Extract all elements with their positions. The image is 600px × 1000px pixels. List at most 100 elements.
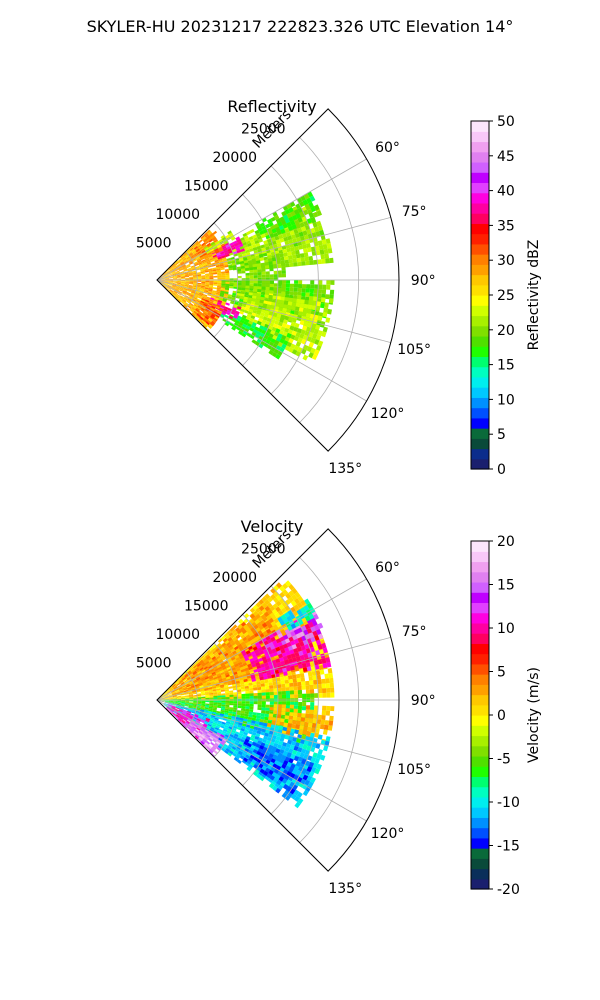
echo-cell (214, 297, 219, 301)
echo-cell (265, 280, 270, 284)
echo-cell (206, 716, 211, 720)
echo-cell (189, 674, 194, 678)
echo-cell (239, 679, 244, 683)
echo-cell (172, 285, 177, 287)
echo-cell (196, 669, 201, 673)
echo-cell (245, 304, 251, 309)
echo-cell (240, 728, 245, 732)
echo-cell (203, 712, 208, 716)
echo-cell (286, 615, 293, 622)
echo-cell (257, 272, 262, 276)
echo-cell (211, 320, 216, 325)
echo-cell (190, 254, 195, 259)
echo-cell (171, 272, 176, 275)
echo-cell (320, 254, 326, 260)
echo-cell (261, 271, 266, 275)
echo-cell (195, 266, 200, 269)
echo-cell (194, 315, 199, 320)
echo-cell (272, 323, 278, 329)
echo-cell (201, 662, 206, 666)
echo-cell (249, 668, 254, 673)
echo-cell (308, 212, 315, 219)
echo-cell (193, 696, 198, 698)
echo-cell (196, 662, 200, 666)
echo-cell (241, 268, 246, 272)
echo-cell (288, 596, 294, 603)
echo-cell (300, 658, 306, 664)
echo-cell (280, 718, 285, 723)
echo-cell (193, 282, 198, 284)
echo-cell (214, 728, 219, 733)
echo-cell (208, 290, 213, 294)
echo-cell (300, 257, 306, 262)
echo-cell (160, 281, 165, 284)
echo-cell (181, 698, 186, 700)
echo-cell (225, 274, 230, 278)
echo-cell (248, 666, 253, 671)
echo-cell (216, 649, 222, 654)
echo-cell (261, 274, 266, 278)
echo-cell (260, 680, 265, 684)
echo-cell (254, 649, 260, 654)
echo-cell (284, 629, 291, 635)
echo-cell (298, 743, 304, 749)
echo-cell (216, 287, 221, 290)
echo-cell (277, 280, 282, 285)
echo-cell (265, 234, 271, 240)
echo-cell (310, 666, 316, 672)
echo-cell (229, 692, 234, 695)
echo-cell (256, 263, 261, 267)
echo-cell (201, 284, 206, 287)
echo-cell (226, 676, 231, 680)
echo-cell (209, 299, 214, 303)
echo-cell (276, 325, 282, 330)
echo-cell (168, 282, 173, 284)
echo-cell (166, 690, 171, 693)
echo-cell (202, 296, 207, 300)
echo-cell (172, 692, 176, 695)
echo-cell (205, 283, 210, 286)
echo-cell (230, 731, 235, 736)
echo-cell (205, 273, 210, 276)
echo-cell (296, 236, 301, 242)
echo-cell (243, 665, 249, 669)
echo-cell (253, 237, 259, 242)
echo-cell (266, 628, 272, 634)
echo-cell (228, 250, 233, 254)
echo-cell (199, 686, 204, 689)
echo-cell (229, 662, 235, 667)
echo-cell (197, 275, 202, 278)
echo-cell (261, 686, 266, 690)
echo-cell (228, 632, 234, 637)
echo-cell (295, 302, 301, 308)
echo-cell (172, 702, 177, 704)
echo-cell (207, 252, 212, 256)
echo-cell (196, 706, 201, 708)
echo-cell (256, 245, 262, 250)
echo-cell (245, 696, 250, 699)
echo-cell (232, 290, 237, 294)
echo-cell (180, 705, 185, 707)
echo-cell (251, 339, 257, 344)
echo-cell (172, 695, 177, 697)
echo-cell (281, 639, 287, 646)
echo-cell (292, 749, 298, 755)
radial-tick-label: 20000 (213, 150, 258, 166)
echo-cell (214, 715, 220, 719)
echo-cell (165, 700, 169, 702)
echo-cell (309, 709, 314, 715)
echo-cell (312, 300, 317, 306)
echo-cell (204, 287, 209, 290)
echo-cell (275, 621, 282, 627)
echo-cell (231, 326, 236, 331)
echo-cell (247, 322, 252, 328)
echo-cell (241, 688, 246, 692)
echo-cell (230, 244, 235, 249)
echo-cell (198, 682, 203, 686)
echo-cell (165, 698, 169, 700)
echo-cell (256, 260, 261, 264)
echo-cell (206, 296, 211, 300)
echo-cell (187, 289, 192, 292)
echo-cell (281, 322, 287, 328)
echo-cell (221, 642, 227, 647)
